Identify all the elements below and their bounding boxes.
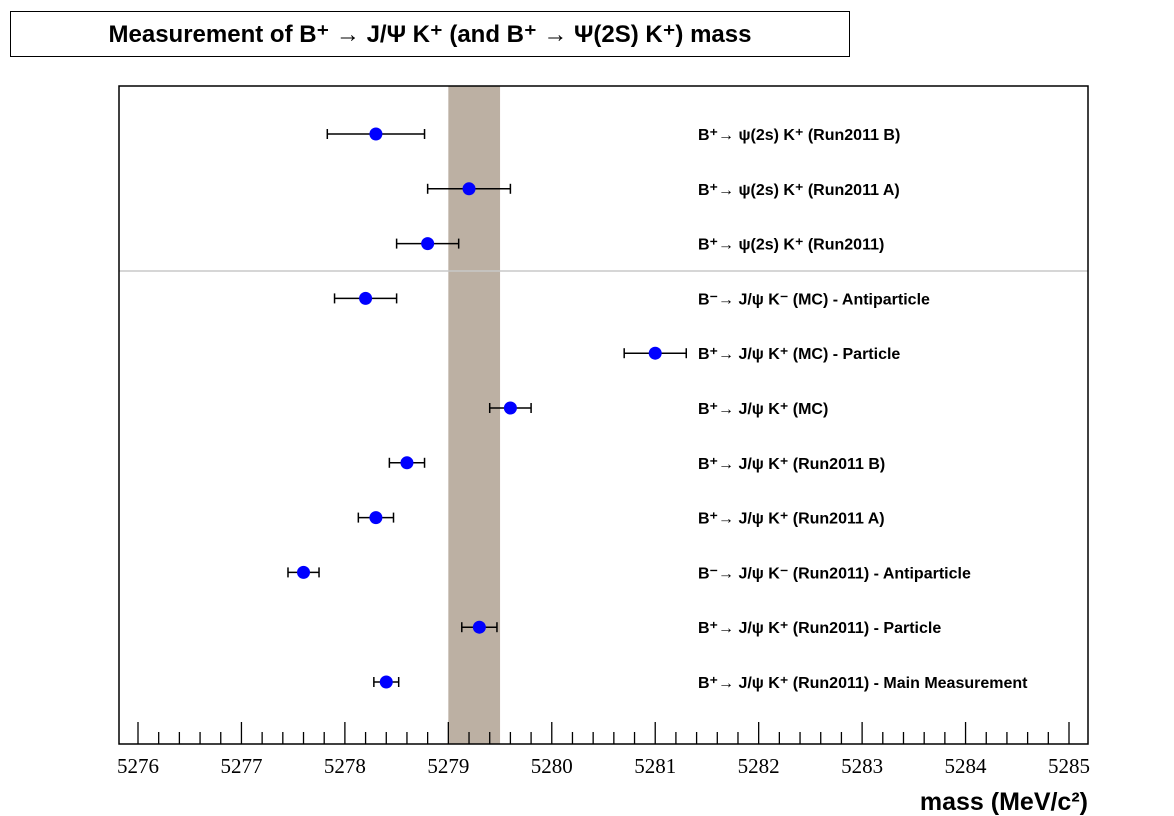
plot-frame-layer <box>118 85 1089 745</box>
x-tick-label: 5276 <box>117 754 159 778</box>
row-label: B⁺→ J/ψ K⁺ (MC) - Particle <box>698 346 900 363</box>
row-labels: B⁺→ ψ(2s) K⁺ (Run2011 B) B⁺→ ψ(2s) K⁺ (Ru… <box>698 127 1028 692</box>
row-label: B⁺→ ψ(2s) K⁺ (Run2011 A) <box>698 182 900 199</box>
x-tick-label: 5280 <box>531 754 573 778</box>
data-point <box>648 346 662 360</box>
data-point <box>369 127 383 141</box>
x-tick-label: 5281 <box>634 754 676 778</box>
row-label: B⁺→ ψ(2s) K⁺ (Run2011 B) <box>698 127 900 144</box>
data-point <box>421 237 435 251</box>
row-label: B⁻→ J/ψ K⁻ (MC) - Antiparticle <box>698 291 930 308</box>
row-label: B⁺→ J/ψ K⁺ (Run2011) - Particle <box>698 620 941 637</box>
x-tick-label: 5277 <box>220 754 262 778</box>
row-label: B⁺→ J/ψ K⁺ (Run2011) - Main Measurement <box>698 675 1028 692</box>
row-label: B⁺→ J/ψ K⁺ (Run2011 B) <box>698 456 885 473</box>
row-label: B⁺→ J/ψ K⁺ (Run2011 A) <box>698 511 885 528</box>
data-point <box>503 401 517 415</box>
x-tick-label: 5283 <box>841 754 883 778</box>
reference-band <box>448 86 501 744</box>
data-point <box>400 456 414 470</box>
data-point <box>462 182 476 196</box>
data-point <box>379 675 393 689</box>
data-point <box>369 511 383 525</box>
row-label: B⁻→ J/ψ K⁻ (Run2011) - Antiparticle <box>698 565 971 582</box>
x-axis-label: mass (MeV/c²) <box>920 788 1088 816</box>
data-points <box>287 127 688 689</box>
data-point <box>472 620 486 634</box>
row-label: B⁺→ J/ψ K⁺ (MC) <box>698 401 828 418</box>
x-tick-label: 5285 <box>1048 754 1090 778</box>
data-point <box>359 291 373 305</box>
chart-title: Measurement of B⁺ → J/Ψ K⁺ (and B⁺ → Ψ(2… <box>10 11 850 57</box>
x-axis-ticks: 5276 5277 5278 5279 5280 5281 5282 5283 5284 5285 <box>117 722 1090 778</box>
row-label: B⁺→ ψ(2s) K⁺ (Run2011) <box>698 237 884 254</box>
data-point <box>297 565 311 579</box>
x-tick-label: 5282 <box>738 754 780 778</box>
reference-band-layer <box>448 86 501 744</box>
plot-frame <box>118 85 1089 745</box>
x-tick-label: 5284 <box>945 754 988 778</box>
x-tick-label: 5278 <box>324 754 366 778</box>
x-tick-label: 5279 <box>427 754 469 778</box>
